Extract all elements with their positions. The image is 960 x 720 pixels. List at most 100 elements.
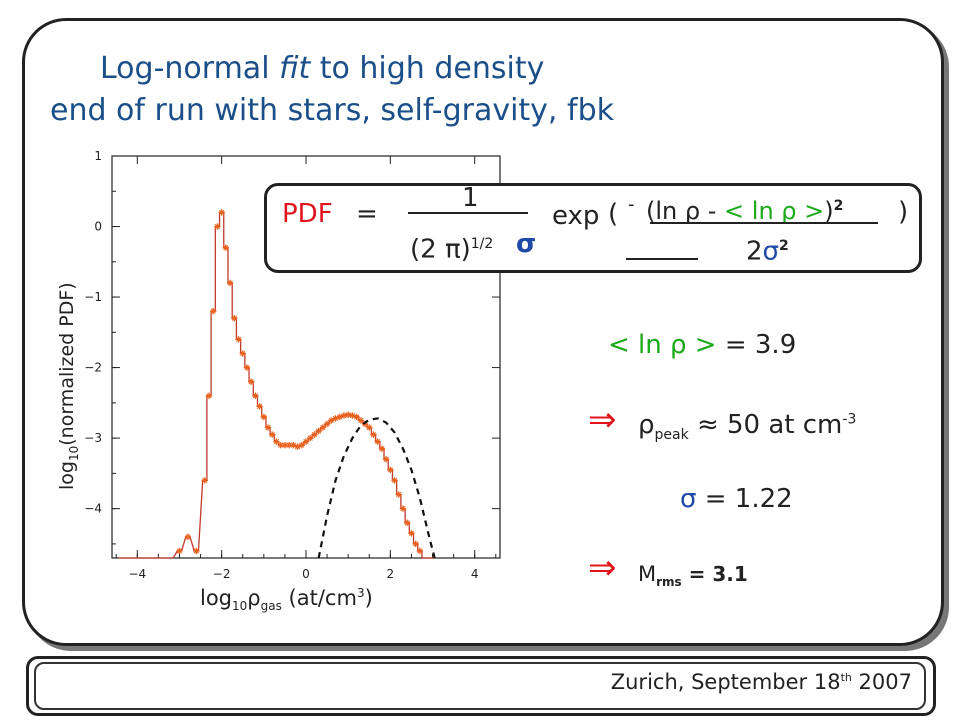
inner-close: ) [824, 197, 834, 225]
formula-minus: - [628, 194, 635, 215]
y-tick-label: −3 [84, 431, 102, 445]
formula-inner-numerator: (ln ρ - < ln ρ >)2 [646, 192, 843, 225]
histogram-marker [328, 417, 335, 424]
title-text-post: to high density [310, 51, 545, 86]
footer-bar [26, 656, 936, 716]
axis-ticks: −4 −2 0 2 4 1 0 −1 −2 −3 −4 [84, 150, 500, 581]
y-tick-label: −2 [84, 361, 102, 375]
xlabel-sup: 3 [356, 586, 365, 600]
peak-sub: peak [654, 427, 689, 444]
slide-title-line1: Log-normal fit to high density [100, 52, 544, 86]
histogram-marker [416, 547, 424, 555]
histogram-marker [319, 424, 327, 431]
histogram-marker [247, 378, 255, 385]
histogram-marker [366, 424, 373, 431]
denom-exponent: 1/2 [470, 236, 494, 252]
histogram-marker [193, 547, 200, 555]
peak-exponent: -3 [842, 411, 857, 428]
formula-equals: = [356, 199, 378, 229]
xlabel-log: log [200, 586, 233, 610]
histogram-marker [256, 403, 263, 410]
histogram-marker [353, 413, 360, 421]
x-tick-label: −2 [213, 567, 231, 581]
histogram-marker [311, 431, 318, 438]
histogram-marker [357, 417, 365, 424]
histogram-marker [370, 431, 377, 438]
footer-sup: th [840, 671, 852, 684]
histogram-marker [298, 441, 305, 449]
histogram-marker [382, 456, 390, 463]
histogram-marker [222, 244, 230, 251]
histogram-marker [273, 438, 280, 445]
formula-sigma: σ [516, 229, 537, 259]
formula-fraction-bar [408, 212, 528, 214]
implies-arrow-2: ⇒ [588, 548, 617, 588]
histogram-marker [243, 364, 251, 371]
histogram-marker [210, 307, 217, 315]
formula-stub-bar [626, 258, 698, 260]
xlabel-end: ) [364, 586, 373, 610]
x-axis-label: log10ρgas (at/cm3) [200, 586, 373, 613]
inner-mean: < ln ρ > [724, 197, 825, 225]
histogram-marker [378, 445, 386, 452]
histogram-marker [201, 477, 208, 484]
den-square: 2 [779, 238, 789, 254]
lognormal-fit-curve [317, 417, 436, 559]
mach-M: M [638, 562, 657, 586]
xlabel-units: (at/cm [281, 586, 357, 610]
peak-rho: ρ [638, 410, 655, 440]
ylabel-text: (normalized PDF) [56, 282, 78, 446]
y-tick-label: 1 [94, 150, 102, 163]
mean-label: < ln ρ > [608, 330, 717, 360]
footer-inner-frame [34, 662, 926, 710]
histogram-marker [323, 420, 331, 428]
histogram-marker [260, 413, 268, 421]
histogram-marker [399, 505, 407, 512]
formula-box [264, 183, 922, 273]
histogram-series [118, 209, 435, 559]
peak-value: ≈ 50 at cm [696, 410, 843, 440]
xlabel-sub: 10 [232, 599, 248, 614]
sigma-value: = 1.22 [704, 484, 793, 514]
histogram-marker [231, 315, 238, 322]
y-tick-label: 0 [94, 220, 102, 234]
formula-inner-denominator: 2σ2 [746, 232, 789, 266]
histogram-marker [226, 279, 234, 287]
footer-date: Zurich, September 18th 2007 [611, 670, 912, 694]
histogram-marker [205, 392, 213, 399]
formula-inner-fraction-bar [650, 222, 878, 224]
title-text-pre: Log-normal [100, 51, 280, 86]
fit-series [317, 417, 436, 559]
histogram-marker [285, 441, 293, 449]
formula-pdf: PDF [282, 199, 333, 229]
histogram-marker [302, 438, 310, 445]
histogram-marker [387, 466, 394, 474]
inner-num-text: (ln ρ - [646, 197, 717, 225]
histogram-marker [239, 350, 246, 357]
xlabel-rho: ρ [247, 586, 261, 610]
den-sigma: σ [762, 236, 780, 267]
histogram-marker [184, 533, 192, 541]
formula-numerator: 1 [462, 183, 479, 213]
sigma-label: σ [680, 484, 697, 514]
mach-result: Mrms = 3.1 [638, 562, 748, 589]
histogram-marker [404, 519, 411, 526]
histogram-marker [218, 209, 225, 216]
mean-value: = 3.9 [724, 330, 797, 360]
histogram-marker [391, 477, 398, 484]
content-panel [22, 18, 944, 646]
xlabel-rho-sub: gas [260, 599, 282, 614]
histogram-marker [344, 411, 352, 419]
ylabel-log: log [56, 461, 78, 490]
formula-denominator: (2 π)1/2 [410, 230, 493, 264]
den-two: 2 [746, 236, 763, 267]
mach-sub: rms [656, 575, 682, 589]
x-tick-label: 2 [387, 567, 395, 581]
histogram-marker [307, 434, 314, 442]
inner-square: 2 [833, 198, 844, 214]
mean-result: < ln ρ > = 3.9 [608, 330, 796, 360]
footer-text: Zurich, September 18 [610, 670, 841, 694]
title-text-fit: fit [279, 51, 311, 86]
histogram-marker [264, 424, 272, 431]
histogram-marker [315, 427, 322, 435]
